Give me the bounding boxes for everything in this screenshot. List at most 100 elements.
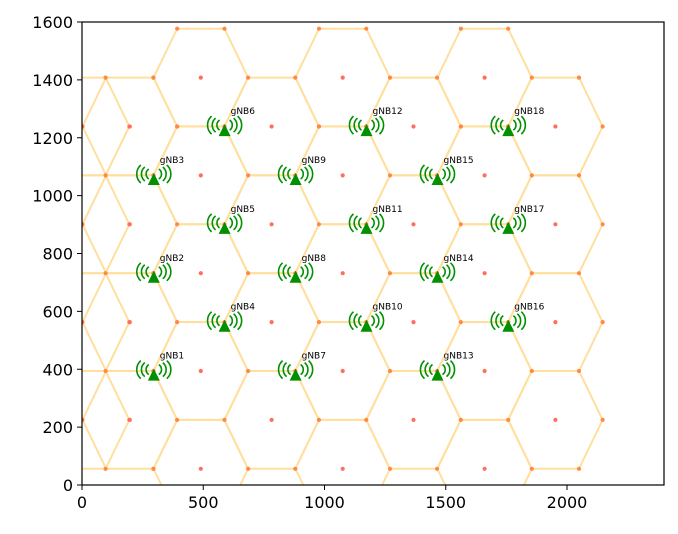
hex-vertex-marker [529,173,534,178]
signal-wave-icon [162,361,167,378]
station-label: gNB17 [514,205,544,215]
cell-center-marker [553,417,558,422]
hex-vertex-marker [56,173,60,177]
signal-wave-icon [419,360,426,380]
signal-wave-icon [233,215,238,231]
cell-center-marker [482,466,487,471]
y-tick-label: 600 [42,302,73,321]
signal-wave-icon [287,266,292,278]
signal-wave-icon [449,360,456,380]
hex-vertex-marker [364,516,368,520]
station-label: gNB4 [231,303,256,313]
signal-wave-icon [162,264,167,280]
signal-wave-icon [419,262,426,282]
antenna-icon [218,124,231,137]
hex-vertex-marker [529,368,534,374]
cell-center-marker [340,75,345,80]
hex-vertex-marker [576,271,582,276]
signal-wave-icon [304,264,309,280]
base-station-12: gNB12 [348,107,403,137]
signal-wave-icon [499,315,504,327]
signal-wave-icon [378,213,385,233]
signal-wave-icon [424,166,430,182]
hex-vertex-marker [364,417,369,422]
signal-wave-icon [348,311,355,331]
station-label: gNB15 [444,156,474,166]
antenna-icon [147,270,160,283]
hex-vertex-marker [246,368,251,374]
signal-wave-icon [441,363,446,376]
x-tick-label: 500 [188,493,219,512]
signal-wave-icon [277,360,284,380]
signal-wave-icon [520,311,527,331]
station-label: gNB14 [444,254,474,264]
base-station-13: gNB13 [419,352,474,381]
signal-wave-icon [166,164,172,184]
hex-vertex-marker [222,26,227,31]
base-station-7: gNB7 [277,352,326,381]
base-station-14: gNB14 [419,254,474,283]
hex-vertex-marker [435,75,440,80]
antenna-icon [502,124,515,137]
signal-wave-icon [211,215,217,231]
base-station-18: gNB18 [490,107,545,137]
station-label: gNB18 [514,107,544,117]
base-station-2: gNB2 [135,254,184,283]
hex-vertex-marker [103,271,108,276]
signal-wave-icon [237,115,243,135]
antenna-icon [147,368,160,381]
y-axis: 0 200 400 600 800 1000 1200 1400 1600 [32,13,82,495]
signal-wave-icon [145,363,150,376]
signal-wave-icon [499,217,504,229]
signal-wave-icon [353,313,359,329]
hex-vertex-marker [459,516,463,520]
signal-wave-icon [429,168,434,180]
hex-vertex-marker [246,173,251,178]
signal-wave-icon [353,215,359,231]
signal-wave-icon [237,213,243,233]
hex-vertex-marker [246,75,251,80]
y-tick-label: 1600 [32,13,73,32]
x-tick-label: 1500 [425,493,466,512]
station-label: gNB5 [231,205,255,215]
cell-center-marker [127,417,132,422]
station-label: gNB1 [160,352,184,362]
signal-wave-icon [490,115,496,135]
signal-wave-icon [304,166,309,182]
signal-wave-icon [287,168,292,180]
hex-vertex-marker [316,320,321,325]
hex-vertex-marker [175,26,180,31]
signal-wave-icon [419,164,426,184]
signal-wave-icon [520,213,527,233]
antenna-icon [218,221,231,234]
hex-vertex-marker [458,124,463,129]
signal-wave-icon [216,217,221,229]
signal-wave-icon [378,311,385,331]
signal-wave-icon [135,360,142,380]
hex-vertex-marker [316,26,322,31]
signal-wave-icon [140,264,146,280]
hex-vertex-marker [576,368,582,374]
signal-wave-icon [370,217,375,229]
hex-vertex-marker [222,417,227,422]
antenna-icon [502,221,515,234]
hex-vertex-marker [175,124,180,129]
hex-vertex-marker [175,320,180,325]
hex-vertex-marker [33,320,37,324]
signal-wave-icon [424,264,430,280]
cell-center-marker [482,368,487,374]
cell-center-marker [127,222,132,227]
hex-vertex-marker [316,124,322,129]
signal-wave-icon [516,313,522,329]
cell-center-marker [198,271,203,276]
signal-wave-icon [441,266,446,278]
cell-center-marker [553,222,558,227]
signal-wave-icon [308,164,314,184]
cell-center-marker [340,173,345,178]
signal-wave-icon [516,117,522,133]
base-station-15: gNB15 [419,156,474,185]
cell-center-marker [269,222,274,227]
y-tick-label: 200 [42,418,73,437]
signal-wave-icon [233,117,238,133]
